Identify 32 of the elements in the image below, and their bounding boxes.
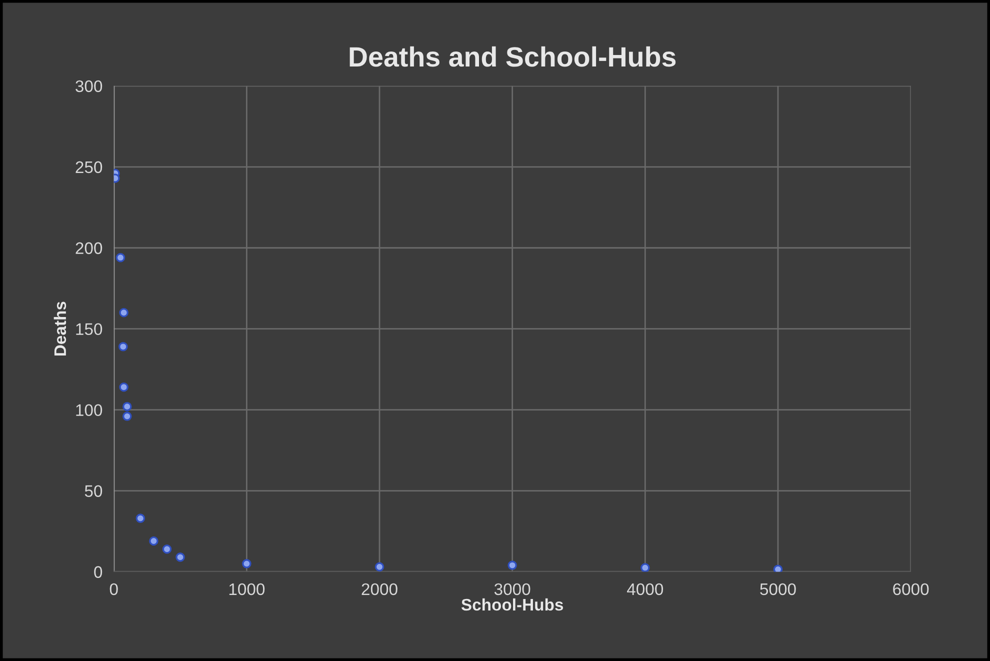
point <box>118 342 128 352</box>
x-tick-label: 6000 <box>893 583 929 596</box>
point <box>149 536 158 546</box>
y-tick-label: 50 <box>84 485 102 497</box>
point <box>773 564 783 572</box>
point <box>119 308 128 318</box>
point <box>122 402 132 412</box>
y-tick-label: 150 <box>76 323 102 336</box>
point <box>119 382 128 392</box>
x-axis-title: School-Hubs <box>461 598 564 611</box>
x-tick-label: 3000 <box>494 583 530 596</box>
point <box>116 252 126 262</box>
point <box>640 563 650 572</box>
point <box>162 544 172 554</box>
point <box>242 559 252 568</box>
y-tick-label: 100 <box>76 404 102 416</box>
chart-title: Deaths and School-Hubs <box>350 46 676 67</box>
x-tick-label: 2000 <box>362 583 398 596</box>
point <box>136 514 146 523</box>
y-tick-label: 0 <box>94 566 102 578</box>
y-axis-title: Deaths <box>54 302 66 356</box>
x-tick-label: 1000 <box>229 583 265 596</box>
point <box>176 552 185 562</box>
point <box>122 412 132 421</box>
y-tick-label: 200 <box>76 242 102 254</box>
point <box>374 562 384 572</box>
point <box>508 560 517 570</box>
y-tick-label: 300 <box>76 80 102 92</box>
x-tick-label: 5000 <box>760 583 796 596</box>
x-tick-label: 4000 <box>626 583 664 596</box>
x-tick-label: 0 <box>110 583 118 596</box>
y-tick-label: 250 <box>76 161 102 174</box>
